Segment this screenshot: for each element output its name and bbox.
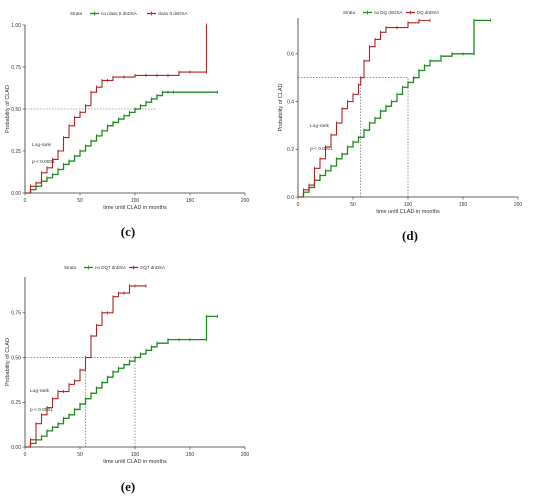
- series-line-reference: [25, 315, 218, 448]
- x-tick-label: 100: [404, 202, 413, 208]
- y-tick-label: 0.0: [287, 195, 294, 201]
- y-tick-label: 0.00: [11, 445, 21, 451]
- x-tick-label: 50: [77, 452, 83, 458]
- chart-panel-e: 0 50 100 150 200 0.00 0.25 0.50 0.75 time until C…: [5, 265, 249, 494]
- p-value-label: p < 0.0001: [310, 146, 333, 152]
- x-axis-title: time until CLAD in months: [376, 209, 440, 215]
- legend-label: no DQ7 dnDSA: [95, 265, 126, 270]
- logrank-label: Log-rank: [32, 142, 52, 148]
- y-axis-title: Probability of CLAD: [5, 85, 11, 133]
- y-tick-label: 0.00: [11, 191, 21, 197]
- series-line-dnDSA: [25, 285, 146, 448]
- y-axis-title: Probability of CLAD: [5, 338, 11, 386]
- x-tick-label: 200: [241, 452, 250, 458]
- y-axis-title: Probability of CLAD: [278, 83, 284, 131]
- x-tick-label: 150: [459, 202, 468, 208]
- y-tick-label: 0.6: [287, 52, 294, 58]
- y-tick-label: 0.25: [11, 400, 21, 406]
- x-tick-label: 100: [131, 452, 140, 458]
- y-tick-label: 0.50: [11, 107, 21, 113]
- x-axis-title: time until CLAD in months: [103, 205, 167, 211]
- legend-title: Strata: [70, 11, 83, 16]
- legend-label: no class II dnDSA: [101, 11, 137, 16]
- legend-title: Strata: [343, 10, 356, 15]
- legend-label: DQ7 dnDSA: [140, 265, 165, 270]
- y-tick-label: 0.2: [287, 147, 294, 153]
- x-axis-title: time until CLAD in months: [103, 459, 167, 465]
- chart-panel-d: 0 50 100 150 200 0.0 0.2 0.4 0.6 time until CLAD …: [278, 10, 522, 243]
- panel-label: (d): [402, 228, 418, 243]
- x-tick-label: 50: [77, 198, 83, 204]
- x-tick-label: 0: [24, 198, 27, 204]
- legend-title: Strata: [64, 265, 77, 270]
- legend-label: DQ dnDSA: [417, 10, 439, 15]
- x-tick-label: 100: [131, 198, 140, 204]
- panel-label: (c): [121, 224, 135, 239]
- logrank-label: Log-rank: [310, 123, 330, 129]
- x-tick-label: 200: [241, 198, 250, 204]
- chart-panel-c: 0 50 100 150 200 0.00 0.25 0.50 0.75 1.00 time unt…: [5, 11, 249, 239]
- logrank-label: Log-rank: [30, 388, 50, 394]
- x-tick-label: 50: [350, 202, 356, 208]
- panel-label: (e): [121, 479, 135, 494]
- legend-label: no DQ dnDSA: [374, 10, 403, 15]
- y-tick-label: 1.00: [11, 23, 21, 29]
- x-tick-label: 0: [24, 452, 27, 458]
- y-tick-label: 0.25: [11, 149, 21, 155]
- series-line-reference: [25, 91, 218, 194]
- y-tick-label: 0.75: [11, 65, 21, 71]
- x-tick-label: 150: [186, 452, 195, 458]
- x-tick-label: 200: [514, 202, 523, 208]
- x-tick-label: 0: [297, 202, 300, 208]
- series-line-reference: [298, 19, 491, 198]
- y-tick-label: 0.4: [287, 99, 294, 105]
- y-tick-label: 0.75: [11, 311, 21, 317]
- p-value-label: p < 0.0001: [32, 159, 55, 165]
- p-value-label: p < 0.0001: [30, 407, 53, 413]
- x-tick-label: 150: [186, 198, 195, 204]
- y-tick-label: 0.50: [11, 355, 21, 361]
- series-line-dnDSA: [298, 19, 430, 198]
- legend-label: class II dnDSA: [158, 11, 188, 16]
